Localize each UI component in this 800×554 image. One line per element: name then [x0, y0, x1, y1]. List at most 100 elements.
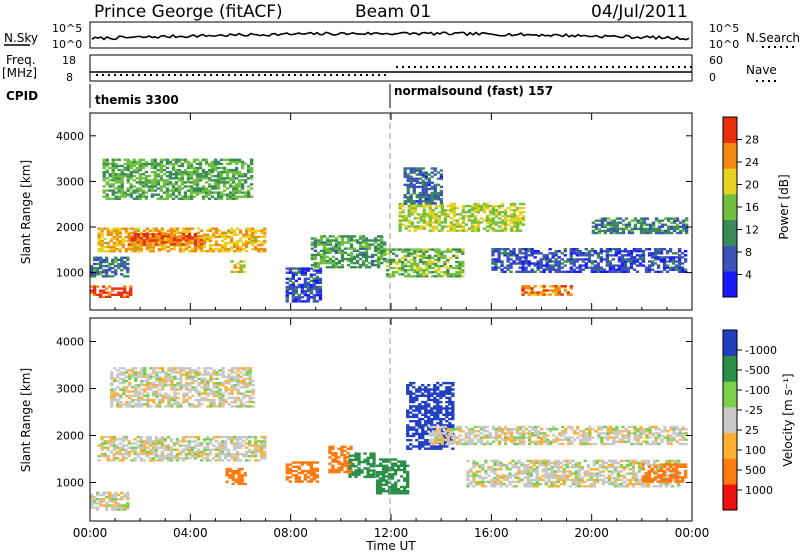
echo-cell [461, 262, 465, 266]
echo-cell [250, 170, 254, 174]
echo-cell [105, 189, 109, 192]
echo-cell [153, 181, 157, 184]
echo-cell [134, 405, 138, 408]
echo-cell [178, 237, 183, 240]
echo-cell [373, 263, 378, 267]
echo-cell [403, 477, 407, 480]
echo-cell [635, 270, 640, 273]
echo-cell [183, 173, 188, 176]
echo-cell [503, 217, 508, 220]
echo-cell [370, 243, 375, 246]
echo-cell [340, 235, 345, 238]
echo-cell [551, 285, 555, 288]
echo-cell [452, 219, 456, 222]
echo-cell [491, 206, 496, 210]
echo-cell [240, 478, 244, 481]
echo-cell [145, 237, 149, 240]
echo-cell [108, 185, 112, 188]
echo-cell [111, 493, 115, 497]
echo-cell [367, 243, 372, 246]
echo-cell [243, 472, 247, 475]
echo-cell [200, 373, 204, 376]
echo-cell [349, 253, 354, 257]
echo-cell [159, 175, 163, 178]
echo-cell [116, 375, 120, 378]
echo-cell [409, 415, 413, 419]
echo-cell [154, 227, 158, 230]
echo-cell [449, 256, 453, 259]
echo-cell [590, 270, 594, 273]
echo-cell [217, 455, 222, 458]
echo-cell [685, 227, 689, 231]
echo-cell [611, 268, 615, 271]
echo-cell [186, 179, 191, 182]
echo-cell [158, 403, 162, 406]
echo-cell [120, 193, 124, 196]
echo-cell [134, 398, 138, 402]
echo-cell [379, 471, 383, 474]
echo-cell [337, 460, 341, 463]
echo-cell [120, 504, 124, 507]
echo-cell [193, 444, 198, 447]
echo-cell [603, 229, 607, 233]
echo-cell [419, 266, 423, 270]
echo-cell [218, 405, 222, 408]
echo-cell [180, 183, 185, 186]
echo-cell [394, 468, 398, 472]
echo-cell [294, 461, 298, 464]
echo-cell [248, 241, 252, 245]
echo-cell [425, 223, 429, 226]
echo-cell [455, 264, 459, 268]
echo-cell [424, 403, 428, 406]
echo-cell [497, 252, 501, 255]
echo-cell [126, 160, 130, 164]
echo-cell [566, 258, 570, 261]
echo-cell [666, 231, 671, 235]
echo-cell [367, 266, 372, 269]
echo-cell [376, 473, 380, 476]
echo-cell [682, 219, 686, 222]
echo-cell [679, 225, 683, 228]
echo-cell [130, 446, 134, 449]
echo-cell [309, 463, 313, 466]
echo-cell [578, 252, 582, 255]
echo-cell [123, 175, 127, 178]
echo-cell [141, 191, 145, 194]
echo-cell [99, 295, 103, 298]
echo-cell [363, 475, 367, 479]
echo-cell [373, 245, 378, 248]
echo-cell [318, 267, 323, 270]
echo-cell [476, 229, 481, 232]
echo-cell [548, 289, 552, 292]
echo-cell [126, 293, 130, 296]
echo-cell [99, 493, 103, 497]
nave-trace-early [92, 74, 390, 76]
echo-cell [406, 424, 410, 427]
echo-cell [366, 475, 370, 479]
echo-cell [403, 464, 407, 467]
echo-cell [533, 250, 537, 253]
echo-cell [106, 241, 110, 245]
echo-cell [383, 259, 387, 263]
echo-cell [145, 455, 149, 458]
echo-cell [503, 213, 508, 216]
echo-cell [103, 227, 107, 230]
echo-cell [193, 457, 198, 460]
echo-cell [123, 291, 127, 294]
echo-cell [554, 254, 558, 257]
echo-cell [115, 243, 119, 247]
echo-cell [235, 185, 239, 188]
echo-cell [145, 235, 149, 238]
echo-cell [310, 241, 314, 244]
echo-cell [230, 384, 234, 387]
echo-cell [300, 273, 304, 276]
echo-cell [218, 396, 222, 400]
echo-cell [377, 245, 381, 248]
echo-cell [415, 424, 419, 427]
echo-cell [97, 237, 101, 241]
echo-cell [242, 248, 246, 251]
echo-cell [263, 446, 267, 449]
echo-cell [313, 241, 317, 244]
echo-cell [430, 447, 434, 450]
echo-cell [136, 446, 140, 449]
